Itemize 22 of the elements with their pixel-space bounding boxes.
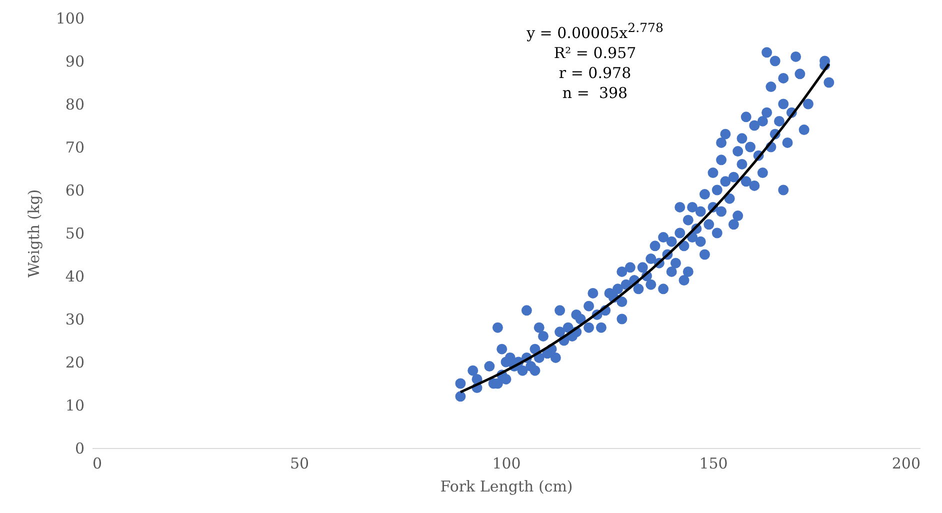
y-tick-label: 90 xyxy=(65,52,84,70)
x-tick-label: 100 xyxy=(492,454,521,472)
y-tick-label: 20 xyxy=(65,354,84,372)
y-tick-label: 50 xyxy=(65,224,84,242)
y-tick-label: 30 xyxy=(65,310,84,328)
y-tick-label: 100 xyxy=(56,10,84,28)
y-tick-label: 70 xyxy=(65,138,84,156)
y-tick-label: 80 xyxy=(65,96,84,114)
x-axis-title: Fork Length (cm) xyxy=(440,478,573,496)
y-axis-title: Weigth (kg) xyxy=(24,189,43,278)
annotation: R² = 0.957 xyxy=(552,43,638,63)
y-tick-label: 40 xyxy=(65,268,84,286)
annotation: r = 0.978 xyxy=(558,63,632,83)
x-tick-label: 50 xyxy=(290,454,310,472)
y-tick-label: 0 xyxy=(74,440,84,458)
x-tick-label: 200 xyxy=(892,454,920,472)
x-tick-label: 0 xyxy=(92,454,102,472)
y-tick-label: 10 xyxy=(65,396,84,414)
y-tick-label: 60 xyxy=(65,182,84,200)
annotation: y = 0.00005x$^{2.778}$ xyxy=(526,19,664,43)
x-tick-label: 150 xyxy=(699,454,728,472)
annotation: n = 398 xyxy=(561,83,629,103)
